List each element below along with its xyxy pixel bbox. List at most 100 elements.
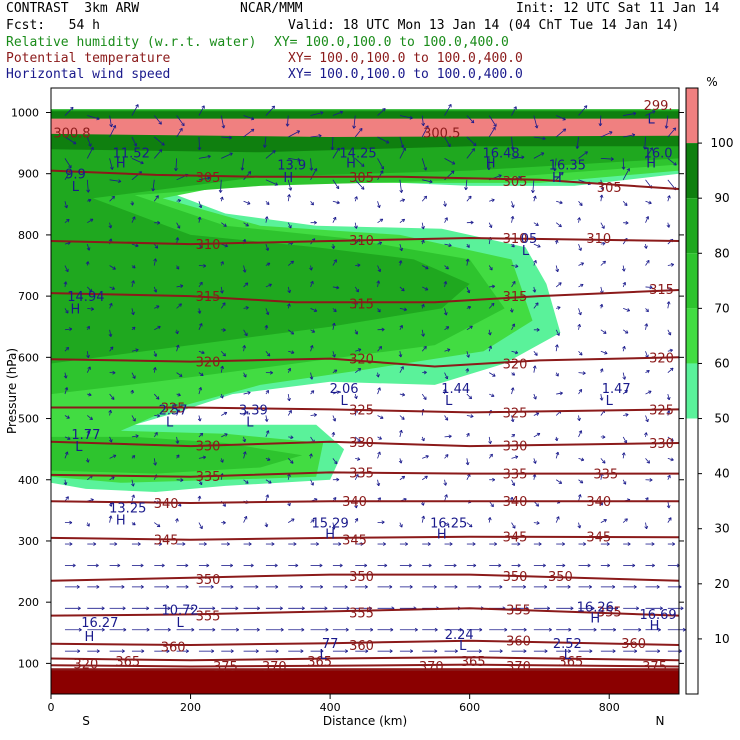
- wind-vector: [131, 415, 136, 422]
- wind-vector: [87, 563, 99, 568]
- wind-vector: [600, 350, 608, 355]
- wind-vector: [354, 127, 363, 138]
- wind-vector: [466, 195, 472, 202]
- wind-vector: [488, 126, 496, 138]
- colorbar-segment: [686, 418, 698, 474]
- wind-vector: [154, 220, 161, 225]
- theta-label: 370: [262, 660, 287, 675]
- wind-extremum-label: 16.27: [81, 616, 118, 631]
- wind-vector: [332, 458, 338, 465]
- wind-vector: [221, 152, 233, 159]
- wind-vector: [466, 220, 474, 225]
- wind-vector: [86, 366, 91, 373]
- wind-vector: [489, 477, 496, 482]
- theta-label: 350: [548, 570, 573, 585]
- wind-vector: [422, 265, 429, 270]
- wind-vector: [667, 649, 682, 654]
- wind-extremum-label: 16.35: [549, 159, 586, 174]
- wind-vector: [221, 627, 239, 632]
- wind-vector: [354, 329, 359, 335]
- theta-label: 370: [419, 660, 444, 675]
- theta-label: 330: [196, 439, 221, 454]
- wind-vector: [243, 282, 249, 288]
- theta-label: 365: [307, 655, 332, 670]
- wind-vector: [444, 542, 453, 546]
- wind-vector: [377, 265, 382, 273]
- wind-vector: [600, 563, 611, 568]
- wind-vector: [288, 584, 303, 589]
- wind-vector: [466, 286, 471, 294]
- wind-vector: [332, 147, 340, 159]
- wind-extremum-label: 05: [521, 232, 538, 247]
- theta-label: 305: [349, 171, 374, 186]
- wind-extremum-label: H: [346, 157, 356, 172]
- x-axis-title: Distance (km): [323, 714, 407, 728]
- wind-extremum-label: 16.69: [639, 608, 676, 623]
- wind-vector: [198, 154, 211, 159]
- wind-vector: [622, 436, 628, 444]
- wind-vector: [265, 494, 270, 502]
- wind-vector: [354, 436, 361, 442]
- wind-vector: [398, 458, 403, 464]
- wind-vector: [578, 584, 592, 589]
- wind-vector: [64, 327, 73, 332]
- wind-vector: [399, 324, 403, 330]
- wind-vector: [63, 372, 68, 379]
- wind-vector: [443, 201, 447, 207]
- wind-vector: [64, 106, 74, 116]
- wind-vector: [533, 260, 537, 266]
- wind-vector: [399, 136, 405, 148]
- wind-vector: [466, 305, 472, 310]
- wind-vector: [511, 433, 516, 438]
- wind-vector: [489, 393, 495, 398]
- theta-label: 320: [503, 357, 528, 372]
- wind-vector: [64, 520, 73, 525]
- wind-vector: [130, 389, 135, 395]
- colorbar-segment: [686, 198, 698, 254]
- wind-vector: [198, 263, 207, 268]
- wind-vector: [221, 328, 226, 332]
- wind-vector: [510, 415, 515, 423]
- wind-vector: [332, 563, 343, 568]
- wind-vector: [153, 258, 158, 266]
- wind-vector: [198, 522, 203, 530]
- wind-vector: [623, 220, 629, 225]
- wind-extremum-label: H: [552, 171, 562, 186]
- wind-vector: [645, 542, 655, 546]
- wind-vector: [667, 348, 673, 353]
- wind-vector: [287, 393, 291, 402]
- wind-vector: [86, 351, 90, 359]
- header-line2-left: Fcst: 54 h: [6, 18, 100, 33]
- colorbar-frame: [685, 87, 699, 695]
- colorbar-tick-label: 80: [714, 246, 729, 260]
- wind-vector: [242, 451, 247, 459]
- wind-vector: [577, 494, 582, 502]
- wind-vector: [443, 281, 448, 288]
- wind-extremum-label: H: [486, 157, 496, 172]
- wind-extremum-label: L: [445, 394, 453, 409]
- wind-vector: [109, 302, 113, 309]
- wind-vector: [198, 201, 203, 209]
- wind-extremum-label: 77: [322, 637, 339, 652]
- wind-vector: [466, 136, 477, 147]
- wind-vector: [87, 198, 92, 203]
- wind-vector: [198, 584, 214, 589]
- wind-vector: [622, 200, 628, 207]
- theta-label: 320: [349, 353, 374, 368]
- wind-vector: [63, 281, 68, 288]
- wind-vector: [198, 455, 207, 460]
- wind-vector: [310, 329, 315, 333]
- wind-vector: [221, 542, 230, 546]
- wind-vector: [600, 542, 610, 546]
- legend-rh-name: Relative humidity (w.r.t. water): [6, 35, 257, 50]
- wind-vector: [108, 515, 113, 523]
- theta-label: 360: [621, 637, 646, 652]
- wind-vector: [399, 366, 404, 373]
- wind-vector: [511, 155, 525, 160]
- wind-vector: [288, 435, 294, 440]
- wind-vector: [221, 433, 228, 438]
- wind-vector: [64, 218, 70, 223]
- wind-vector: [533, 243, 541, 248]
- wind-vector: [421, 303, 425, 309]
- wind-vector: [533, 302, 539, 309]
